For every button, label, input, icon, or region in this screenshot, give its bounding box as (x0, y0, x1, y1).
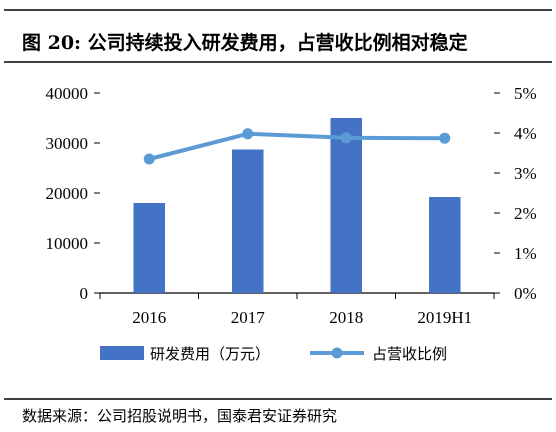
y-left-tick-label: 20000 (46, 184, 89, 203)
x-tick-label: 2019H1 (417, 308, 472, 327)
y-left-tick-label: 10000 (46, 234, 89, 253)
y-right-tick-label: 5% (514, 84, 537, 103)
ratio-line (148, 131, 445, 161)
bar (231, 149, 264, 293)
x-tick-label: 2017 (231, 308, 266, 327)
ratio-point (439, 132, 451, 144)
ratio-point (242, 128, 254, 140)
y-right-tick-label: 2% (514, 204, 537, 223)
y-right-tick-label: 0% (514, 284, 537, 303)
y-right-tick-label: 4% (514, 124, 537, 143)
ratio-point (340, 132, 352, 144)
legend: 研发费用（万元） 占营收比例 (100, 345, 447, 363)
legend-line-label: 占营收比例 (372, 345, 447, 363)
plot-area: 0 10000 20000 30000 40000 0% 1% 2% 3% 4% 5% 2016 201… (46, 84, 537, 327)
y-left-tick-label: 30000 (46, 134, 89, 153)
x-tick-label: 2018 (329, 308, 363, 327)
y-right-tick-label: 1% (514, 244, 537, 263)
bar (133, 203, 166, 293)
y-left-tick-label: 40000 (46, 84, 89, 103)
legend-bar-swatch (100, 346, 144, 360)
legend-line-marker (331, 347, 343, 359)
source-note: 数据来源：公司招股说明书，国泰君安证券研究 (22, 407, 337, 425)
legend-bar-label: 研发费用（万元） (150, 345, 270, 363)
chart-title: 图 20: 公司持续投入研发费用，占营收比例相对稳定 (22, 31, 468, 54)
bar (330, 118, 363, 293)
y-right-tick-label: 3% (514, 164, 537, 183)
y-left-tick-label: 0 (80, 284, 89, 303)
bar (428, 197, 461, 293)
ratio-point (143, 153, 155, 165)
x-tick-label: 2016 (132, 308, 166, 327)
